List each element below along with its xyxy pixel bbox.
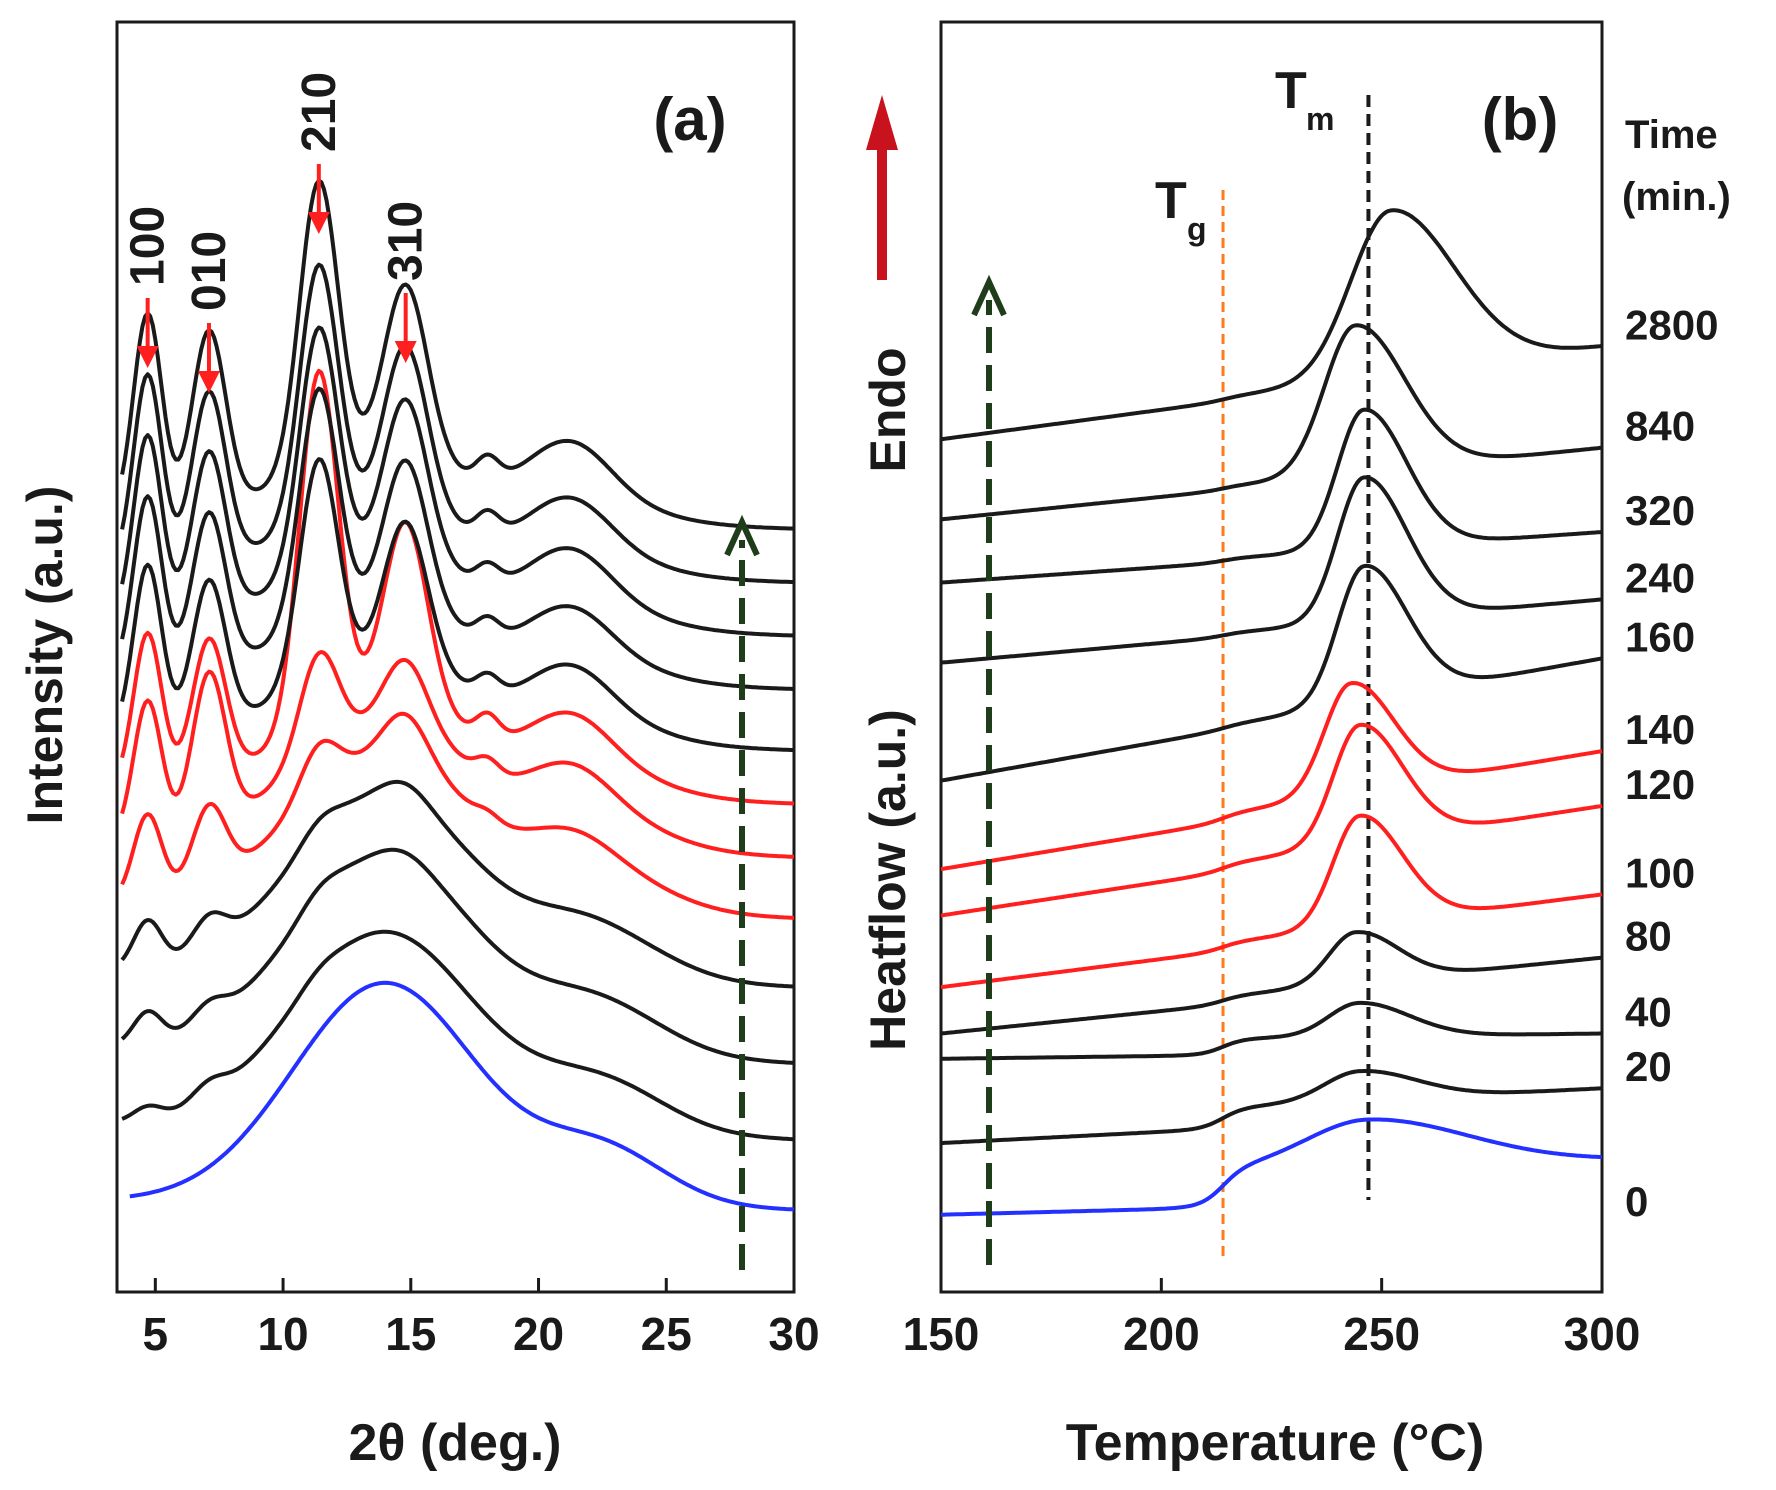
dsc-series-840 (940, 323, 1603, 522)
panel-a-x-tick-10: 10 (257, 1308, 308, 1360)
panel-a-x-tick-20: 20 (513, 1308, 564, 1360)
panel-b-frame (939, 20, 1604, 1294)
panel-a-x-axis-label: 2θ (deg.) (348, 1414, 561, 1472)
peak-label-010: 010 (183, 231, 236, 311)
time-label-80: 80 (1625, 913, 1672, 960)
time-label-240: 240 (1625, 554, 1695, 601)
endo-arrow-head (866, 95, 898, 150)
panel-a-trend-arrow-head (724, 514, 760, 557)
dsc-series-0 (941, 1117, 1603, 1217)
dsc-series-80 (940, 930, 1603, 1036)
peak-label-100: 100 (122, 206, 175, 286)
time-label-120: 120 (1625, 761, 1695, 808)
peak-label-210: 210 (293, 72, 346, 152)
panel-a-x-tick-5: 5 (143, 1308, 169, 1360)
dsc-series-140 (940, 681, 1603, 872)
tm-label: T m (1275, 62, 1334, 137)
dsc-series-20 (940, 1069, 1603, 1146)
time-label-2800: 2800 (1625, 302, 1718, 349)
panel-b-dsc: 150 200 250 300 0 20 40 80 100 120 140 160 240 320 84… (860, 20, 1731, 1472)
panel-a-xrd: 5 10 15 20 25 30 100 010 210 310 (a) 2θ (deg.) I… (17, 20, 820, 1472)
xrd-series-4 (120, 711, 795, 920)
panel-a-peak-arrows: 100 010 210 310 (122, 72, 433, 393)
time-header-line-1: Time (1625, 113, 1718, 157)
panel-b-curves (940, 208, 1603, 1217)
tg-label: T g (1155, 172, 1207, 247)
panel-b-x-tick-250: 250 (1343, 1308, 1420, 1360)
panel-b-label: (b) (1482, 86, 1559, 153)
xrd-series-3 (120, 779, 795, 989)
endo-label: Endo (860, 348, 916, 473)
panel-a-x-tick-25: 25 (641, 1308, 692, 1360)
xrd-series-5 (120, 650, 795, 859)
peak-arrow-head-210 (307, 212, 330, 234)
tg-label-main: T (1155, 172, 1187, 230)
panel-a-label: (a) (653, 86, 726, 153)
panel-b-x-tick-150: 150 (903, 1308, 980, 1360)
panel-a-curves (120, 178, 795, 1212)
xrd-series-0 (129, 980, 795, 1212)
dsc-series-40 (941, 1000, 1602, 1061)
panel-a-y-axis-label: Intensity (a.u.) (17, 486, 73, 825)
time-header-line-2: (min.) (1622, 175, 1731, 219)
panel-b-x-axis-label: Temperature (°C) (1066, 1414, 1485, 1472)
xrd-series-6 (120, 368, 795, 806)
time-label-100: 100 (1625, 849, 1695, 896)
xrd-series-2 (120, 847, 795, 1065)
dsc-series-320 (940, 407, 1603, 585)
panel-b-x-tick-200: 200 (1123, 1308, 1200, 1360)
tg-label-sub: g (1187, 211, 1207, 247)
xrd-series-11 (120, 178, 795, 531)
peak-arrow-head-310 (394, 341, 417, 363)
panel-b-trend-arrow-head (971, 274, 1007, 317)
panel-a-x-ticks: 5 10 15 20 25 30 (143, 1278, 820, 1360)
time-label-20: 20 (1625, 1043, 1672, 1090)
panel-a-x-tick-15: 15 (385, 1308, 436, 1360)
time-label-140: 140 (1625, 706, 1695, 753)
xrd-series-1 (121, 929, 795, 1142)
time-label-0: 0 (1625, 1178, 1648, 1225)
dsc-series-2800 (940, 208, 1603, 442)
peak-arrow-head-010 (197, 371, 220, 393)
xrd-series-10 (120, 262, 795, 585)
panel-b-x-tick-300: 300 (1564, 1308, 1641, 1360)
xrd-series-8 (120, 386, 795, 691)
xrd-series-7 (120, 457, 795, 753)
dsc-series-240 (940, 475, 1603, 665)
panel-b-time-labels: 0 20 40 80 100 120 140 160 240 320 840 2800 (1625, 302, 1718, 1226)
panel-a-x-tick-30: 30 (768, 1308, 819, 1360)
dsc-series-160 (940, 563, 1603, 783)
dsc-series-120 (940, 722, 1603, 918)
peak-label-310: 310 (380, 201, 433, 281)
panel-b-x-ticks: 150 200 250 300 (903, 1278, 1641, 1360)
xrd-series-9 (120, 325, 795, 638)
panel-a-frame (115, 20, 796, 1294)
time-label-320: 320 (1625, 487, 1695, 534)
time-label-160: 160 (1625, 613, 1695, 660)
peak-arrow-head-100 (136, 346, 159, 368)
panel-b-transition-lines (1221, 95, 1371, 1262)
tm-label-sub: m (1306, 101, 1334, 137)
tm-label-main: T (1275, 62, 1307, 120)
time-label-840: 840 (1625, 403, 1695, 450)
time-label-40: 40 (1625, 988, 1672, 1035)
panel-b-y-axis-label: Heatflow (a.u.) (860, 709, 916, 1051)
dsc-series-100 (940, 813, 1603, 990)
